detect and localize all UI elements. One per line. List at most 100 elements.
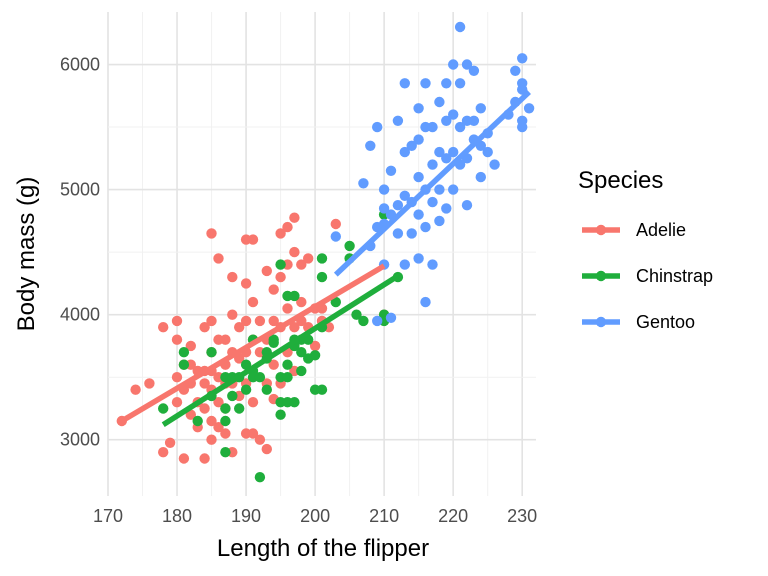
legend-label: Chinstrap [636, 266, 713, 286]
data-point-adelie [171, 334, 183, 345]
data-point-gentoo [392, 115, 404, 127]
data-points [116, 21, 535, 483]
trend-line-chinstrap [161, 273, 400, 428]
data-point-gentoo [517, 84, 528, 95]
data-point-gentoo [461, 200, 473, 211]
data-point-adelie [247, 234, 259, 245]
data-point-chinstrap [268, 337, 279, 348]
data-point-gentoo [413, 103, 424, 114]
data-point-adelie [296, 259, 307, 270]
data-point-chinstrap [344, 240, 355, 252]
data-point-adelie [282, 303, 293, 314]
data-point-chinstrap [220, 415, 231, 427]
data-point-adelie [247, 296, 259, 308]
data-point-gentoo [372, 315, 383, 327]
data-point-gentoo [406, 140, 417, 151]
data-point-chinstrap [351, 309, 362, 320]
data-point-gentoo [489, 159, 500, 170]
data-point-chinstrap [316, 253, 328, 264]
data-point-adelie [171, 372, 183, 383]
data-point-adelie [199, 322, 210, 333]
legend: Species Adelie Chinstrap Gentoo [578, 167, 713, 332]
y-axis-title: Body mass (g) [13, 177, 40, 332]
data-point-chinstrap [275, 259, 286, 270]
x-tick-label: 220 [438, 506, 468, 526]
data-point-gentoo [448, 146, 459, 158]
data-point-gentoo [448, 184, 459, 195]
legend-key-point [595, 224, 607, 236]
data-point-chinstrap [240, 384, 252, 395]
data-point-adelie [289, 322, 300, 333]
x-tick-label: 170 [93, 506, 123, 526]
y-tick-label: 6000 [60, 55, 100, 75]
data-point-gentoo [406, 228, 417, 239]
data-point-chinstrap [289, 290, 300, 302]
data-point-gentoo [441, 115, 452, 127]
data-point-adelie [268, 284, 279, 295]
data-point-adelie [171, 397, 183, 408]
legend-item-gentoo: Gentoo [582, 312, 695, 332]
data-point-chinstrap [227, 390, 238, 402]
data-point-adelie [289, 212, 300, 223]
x-tick-label: 190 [231, 506, 261, 526]
y-axis-ticks: 3000 4000 5000 6000 [60, 55, 100, 450]
data-point-adelie [247, 397, 259, 408]
data-point-chinstrap [206, 347, 217, 358]
data-point-gentoo [330, 231, 341, 242]
data-point-adelie [330, 218, 341, 230]
data-point-gentoo [427, 259, 438, 270]
data-point-gentoo [454, 21, 466, 33]
legend-item-chinstrap: Chinstrap [582, 266, 713, 286]
data-point-chinstrap [275, 409, 286, 420]
data-point-adelie [206, 228, 217, 239]
data-point-chinstrap [261, 384, 272, 395]
data-point-chinstrap [316, 271, 328, 283]
data-point-gentoo [454, 78, 466, 89]
data-point-adelie [303, 253, 314, 264]
data-point-gentoo [399, 146, 410, 158]
x-tick-label: 180 [162, 506, 192, 526]
data-point-chinstrap [254, 372, 266, 383]
data-point-adelie [206, 434, 217, 445]
grid [107, 12, 536, 496]
data-point-gentoo [392, 228, 404, 239]
data-point-gentoo [468, 65, 480, 77]
trend-line-adelie [120, 263, 386, 424]
data-point-chinstrap [234, 403, 245, 414]
data-point-gentoo [427, 159, 438, 170]
data-point-adelie [254, 315, 266, 327]
y-tick-label: 4000 [60, 305, 100, 325]
data-point-chinstrap [158, 403, 169, 414]
data-point-adelie [275, 271, 286, 283]
x-tick-label: 210 [369, 506, 399, 526]
data-point-gentoo [517, 53, 528, 64]
data-point-gentoo [441, 153, 452, 164]
data-point-adelie [234, 322, 245, 333]
data-point-gentoo [448, 59, 459, 70]
data-point-gentoo [482, 146, 493, 158]
data-point-gentoo [358, 178, 369, 189]
data-point-chinstrap [289, 397, 300, 408]
data-point-gentoo [510, 65, 521, 77]
x-tick-label: 230 [507, 506, 537, 526]
data-point-chinstrap [282, 372, 293, 383]
data-point-chinstrap [296, 365, 307, 377]
data-point-adelie [289, 246, 300, 258]
legend-items: Adelie Chinstrap Gentoo [582, 220, 713, 332]
trend-line-gentoo [333, 90, 531, 277]
data-point-adelie [213, 422, 224, 433]
data-point-gentoo [434, 146, 445, 158]
legend-key-point [595, 270, 607, 282]
x-axis-title: Length of the flipper [217, 535, 429, 562]
legend-label: Gentoo [636, 312, 695, 332]
data-point-adelie [185, 340, 196, 352]
data-point-adelie [282, 221, 293, 233]
data-point-adelie [164, 437, 176, 448]
data-point-chinstrap [254, 472, 266, 483]
data-point-adelie [178, 453, 190, 464]
data-point-gentoo [468, 115, 480, 127]
data-point-gentoo [461, 59, 473, 70]
data-point-chinstrap [330, 296, 341, 308]
data-point-adelie [220, 334, 231, 345]
data-point-gentoo [399, 190, 410, 201]
